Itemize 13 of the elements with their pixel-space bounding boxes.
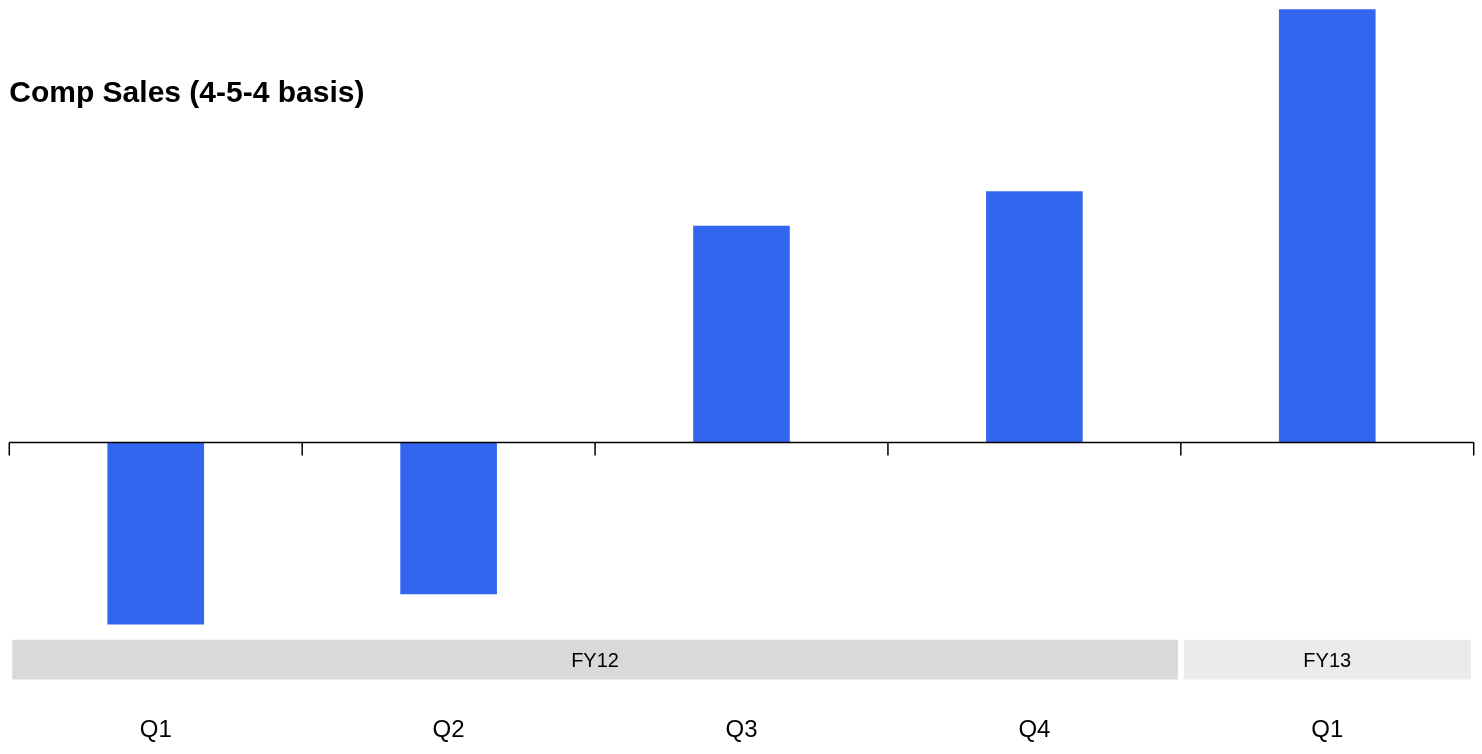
bar [107,442,205,625]
bar [400,442,497,595]
bar [986,191,1083,443]
x-tick-label: Q2 [432,715,465,742]
bar [693,225,790,443]
text: FY12 [571,648,619,671]
text: Comp Sales (4-5-4 basis) [9,75,365,108]
x-tick-label: Q1 [1311,715,1344,742]
x-tick-label: Q1 [139,715,172,742]
text: FY13 [1303,648,1352,671]
x-tick-label: Q3 [725,715,758,742]
x-tick-label: Q4 [1018,715,1051,742]
bar [1278,9,1376,443]
